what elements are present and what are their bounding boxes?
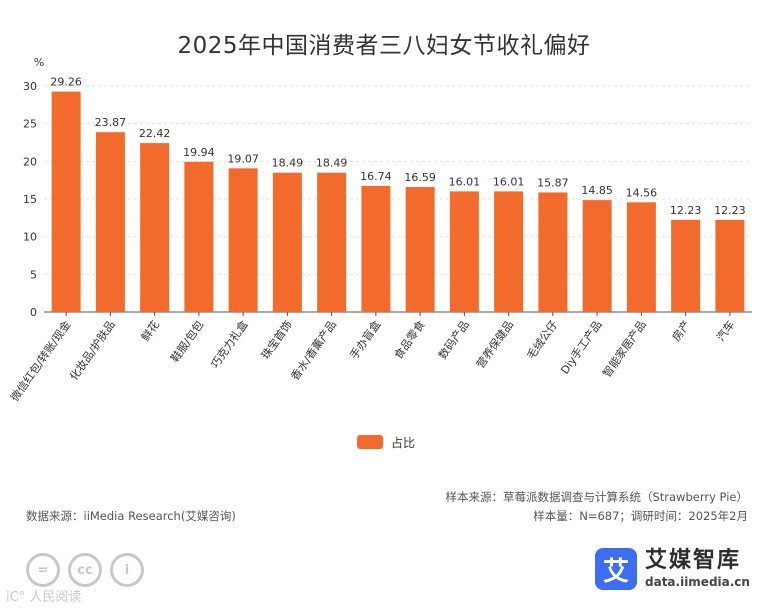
x-category-label: 房产 <box>669 318 693 344</box>
bar-value-label: 16.01 <box>449 175 481 188</box>
bar <box>494 191 524 312</box>
bar <box>361 185 391 312</box>
bar-value-label: 15.87 <box>537 176 569 189</box>
x-category-label: 毛绒公仔 <box>524 318 560 361</box>
y-tick-label: 20 <box>23 155 37 168</box>
bar-value-label: 12.23 <box>714 204 746 217</box>
bar <box>140 143 170 312</box>
x-category-label: 食品零食 <box>391 318 428 362</box>
x-category-label: 珠宝首饰 <box>258 318 295 362</box>
bar <box>184 161 214 312</box>
y-tick-label: 5 <box>30 268 37 281</box>
y-tick-label: 10 <box>23 231 37 244</box>
sample-info: 样本量：N=687；调研时间：2025年2月 <box>533 509 748 523</box>
x-category-label: 化妆品/护肤品 <box>66 318 117 383</box>
y-axis-unit: % <box>34 56 44 69</box>
x-category-label: Diy手工产品 <box>558 318 605 377</box>
data-source: 数据来源：iiMedia Research(艾媒咨询) <box>26 509 236 523</box>
sample-source: 样本来源：草莓派数据调查与计算系统（Strawberry Pie） <box>445 490 748 504</box>
x-category-label: 数码产品 <box>435 318 472 362</box>
iimedia-logo-icon: 艾 <box>595 548 637 590</box>
bar-value-label: 16.01 <box>493 175 525 188</box>
bar <box>671 219 701 312</box>
bar-value-label: 22.42 <box>139 127 171 140</box>
cc-nd-icon: = <box>26 553 60 587</box>
bar-value-label: 14.56 <box>626 186 658 199</box>
watermark: iC° 人民阅读 <box>6 590 82 605</box>
x-category-label: 营养保健品 <box>473 318 516 371</box>
x-category-label: 鞋服/包包 <box>167 318 206 365</box>
y-tick-label: 30 <box>23 80 37 93</box>
x-category-label: 鲜花 <box>138 318 162 344</box>
bar <box>95 132 125 312</box>
legend-swatch <box>357 435 383 449</box>
chart-legend[interactable]: 占比 <box>357 432 415 452</box>
bar <box>626 202 656 312</box>
legend-label: 占比 <box>391 435 416 450</box>
y-tick-label: 0 <box>30 306 37 319</box>
x-category-label: 智能家居产品 <box>600 318 649 380</box>
bar <box>272 172 302 312</box>
cc-by-icon: i <box>110 553 144 587</box>
bar <box>405 187 435 312</box>
bar-value-label: 19.94 <box>183 146 215 159</box>
bar-value-label: 12.23 <box>670 204 702 217</box>
bar-value-label: 19.07 <box>227 152 259 165</box>
bar <box>317 172 347 312</box>
bar-value-label: 29.26 <box>50 76 82 89</box>
y-tick-label: 15 <box>23 193 37 206</box>
cc-logo-icon: cc <box>68 553 102 587</box>
bar <box>715 219 745 312</box>
brand-url: data.iimedia.cn <box>645 575 750 589</box>
bar-value-label: 18.49 <box>272 157 304 170</box>
bar <box>538 192 568 312</box>
bar-value-label: 14.85 <box>581 184 613 197</box>
brand: 艾 艾媒智库 data.iimedia.cn <box>595 548 750 590</box>
bar-value-label: 16.59 <box>404 171 436 184</box>
bar-value-label: 18.49 <box>316 157 348 170</box>
license-icons: = cc i <box>26 553 144 587</box>
bar <box>582 200 612 312</box>
bar <box>449 191 479 312</box>
chart-title: 2025年中国消费者三八妇女节收礼偏好 <box>177 33 591 59</box>
x-category-label: 巧克力礼盒 <box>208 318 251 371</box>
x-category-label: 香水/香薰产品 <box>288 318 339 383</box>
x-category-label: 手办盲盒 <box>347 318 384 362</box>
bar-value-label: 16.74 <box>360 170 392 183</box>
x-category-label: 微信红包/转账/现金 <box>7 318 73 404</box>
bar-value-label: 23.87 <box>95 116 127 129</box>
bar <box>228 168 258 312</box>
y-tick-label: 25 <box>23 118 37 131</box>
brand-name: 艾媒智库 <box>645 548 742 573</box>
x-category-label: 汽车 <box>713 318 737 344</box>
bar <box>51 91 81 312</box>
